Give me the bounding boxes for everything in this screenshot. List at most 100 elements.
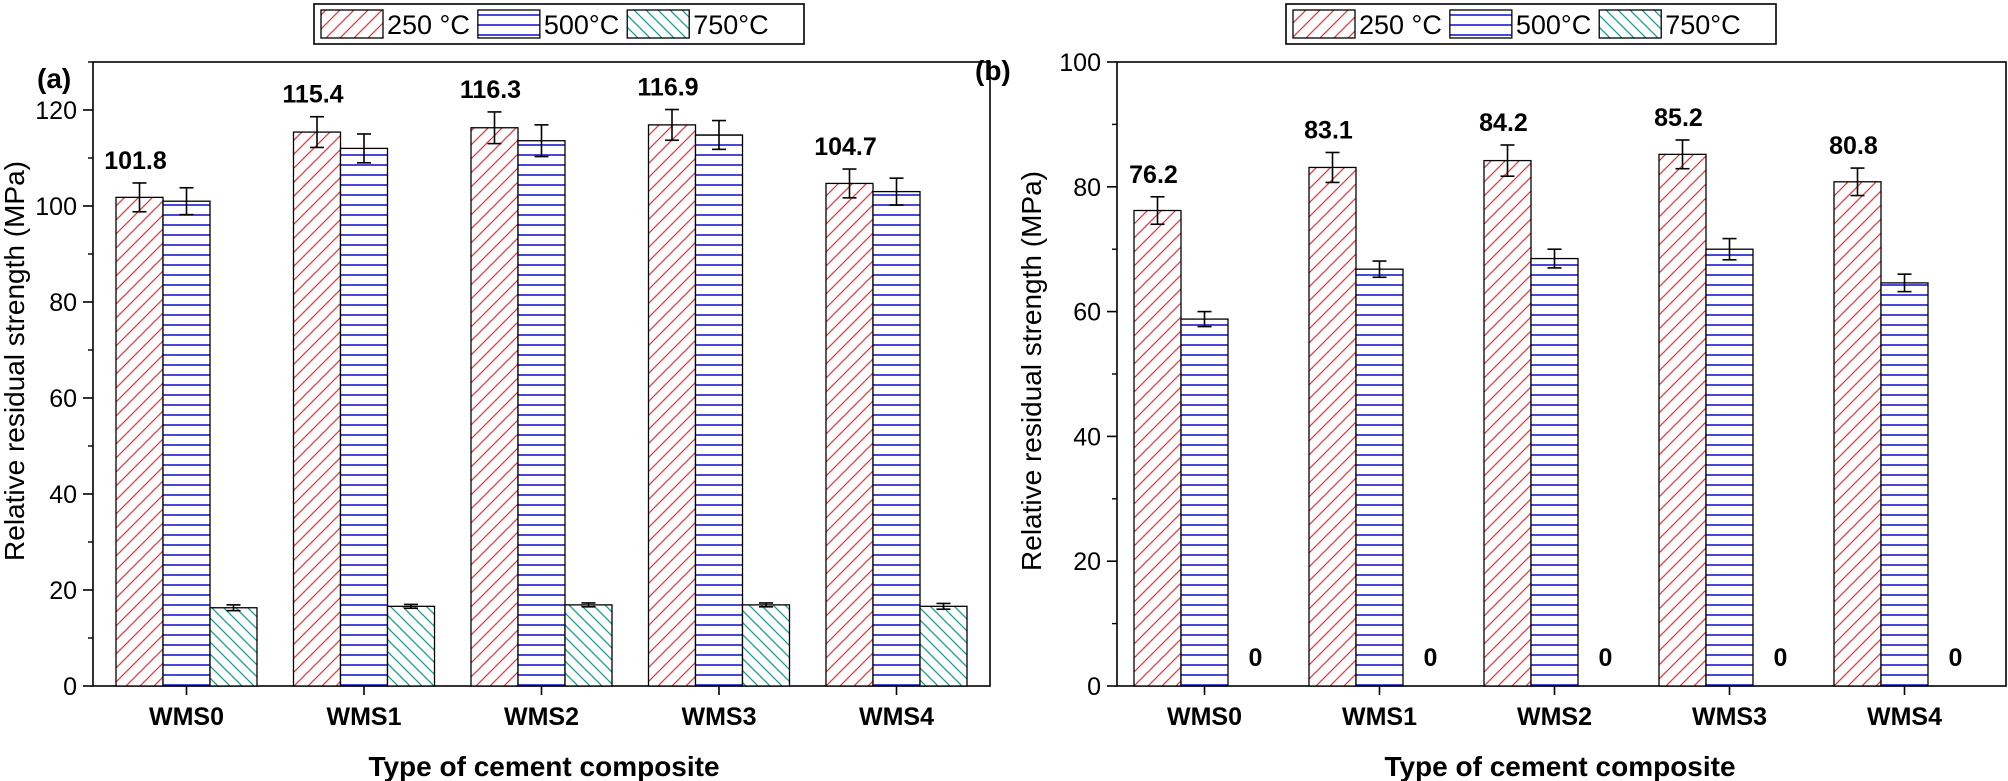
- legend-swatch-750: [1598, 9, 1662, 39]
- error-bar-500-wms2: [1547, 248, 1562, 269]
- y-tick-label: 100: [1059, 49, 1101, 77]
- x-tick-label: WMS1: [327, 703, 402, 731]
- data-label: 80.8: [1829, 132, 1878, 160]
- zero-label: 0: [1949, 644, 1963, 672]
- legend-label-750: 750°C: [1665, 10, 1740, 40]
- legend-swatch-250: [1292, 9, 1356, 39]
- legend-b: 250 °C 500°C 750°C: [1285, 3, 1777, 45]
- legend-a: 250 °C 500°C 750°C: [313, 3, 805, 45]
- error-bar-500-wms4: [889, 177, 904, 206]
- error-bar-750-wms4: [936, 602, 951, 611]
- bar-500-wms4: [872, 190, 921, 687]
- bar-750-wms0: [209, 607, 258, 687]
- y-tick-label: 20: [1073, 548, 1101, 576]
- error-bar-500-wms0: [1197, 310, 1212, 328]
- data-label: 101.8: [104, 147, 167, 175]
- bar-500-wms2: [517, 140, 566, 687]
- x-axis-title-a: Type of cement composite: [368, 751, 719, 781]
- x-tick-label: WMS3: [1692, 703, 1767, 731]
- x-axis-b: WMS0 WMS1 WMS2 WMS3 WMS4: [1167, 686, 1942, 731]
- error-bar-500-wms1: [357, 133, 371, 164]
- error-bar-250-wms3: [1675, 139, 1690, 170]
- bars-a: [115, 124, 968, 687]
- bar-500-wms0: [1180, 318, 1229, 687]
- data-label: 84.2: [1479, 109, 1528, 137]
- y-tick-label: 80: [49, 289, 77, 317]
- data-labels-b: 76.2 0 83.1 0 84.2 0 85.2 0 80.8 0: [1129, 104, 1962, 672]
- bar-500-wms1: [1355, 268, 1404, 687]
- x-tick-label: WMS2: [1517, 703, 1592, 731]
- bar-500-wms0: [162, 200, 211, 687]
- error-bars-a: [132, 108, 951, 612]
- bar-250-wms2: [1483, 159, 1532, 687]
- error-bar-250-wms1: [310, 115, 324, 149]
- x-tick-label: WMS4: [1867, 703, 1942, 731]
- error-bars-b: [1150, 139, 1912, 328]
- bar-500-wms1: [339, 147, 389, 687]
- bar-250-wms0: [115, 196, 164, 687]
- legend-label-250: 250 °C: [387, 10, 470, 40]
- y-tick-label: 40: [1073, 423, 1101, 451]
- data-label: 85.2: [1654, 104, 1703, 132]
- legend-swatch-250: [320, 9, 384, 39]
- y-axis-b: 0 20 40 60 80 100: [1059, 49, 2007, 701]
- bar-500-wms3: [1705, 248, 1754, 687]
- data-label: 116.3: [460, 76, 521, 104]
- error-bar-250-wms4: [1850, 167, 1865, 197]
- bar-250-wms1: [292, 131, 342, 687]
- error-bar-500-wms4: [1897, 273, 1912, 293]
- bar-250-wms3: [1658, 153, 1707, 687]
- x-axis-a: WMS0 WMS1 WMS2 WMS3 WMS4: [149, 686, 934, 731]
- error-bar-250-wms2: [487, 111, 502, 145]
- error-bar-250-wms3: [665, 108, 679, 142]
- panel-a: 250 °C 500°C 750°C (a) 0 20 40 60 80 100 120 WMS…: [0, 3, 991, 781]
- x-tick-label: WMS4: [859, 703, 934, 731]
- panel-label-b: (b): [975, 55, 1011, 86]
- y-tick-label: 120: [35, 97, 77, 125]
- bar-250-wms4: [825, 182, 874, 687]
- legend-swatch-500: [1449, 9, 1513, 39]
- bar-750-wms2: [564, 604, 613, 687]
- error-bar-250-wms1: [1325, 151, 1340, 184]
- error-bar-500-wms3: [1722, 237, 1737, 261]
- y-axis-title-b: Relative residual strength (MPa): [1016, 171, 1047, 571]
- legend-label-500: 500°C: [544, 10, 619, 40]
- data-label: 104.7: [814, 133, 877, 161]
- y-tick-label: 20: [49, 577, 77, 605]
- bar-500-wms2: [1530, 257, 1579, 687]
- legend-box-b: [1285, 3, 1777, 45]
- legend-box-a: [313, 3, 805, 45]
- bar-500-wms3: [694, 134, 744, 687]
- error-bar-500-wms2: [534, 124, 549, 158]
- x-axis-title-b: Type of cement composite: [1384, 751, 1735, 781]
- x-tick-label: WMS1: [1342, 703, 1417, 731]
- legend-label-750: 750°C: [693, 10, 768, 40]
- bar-250-wms1: [1308, 166, 1357, 687]
- zero-label: 0: [1599, 644, 1613, 672]
- legend-label-250: 250 °C: [1359, 10, 1442, 40]
- bar-250-wms3: [647, 124, 697, 687]
- legend-swatch-500: [477, 9, 541, 39]
- zero-label: 0: [1249, 644, 1263, 672]
- bar-250-wms2: [470, 127, 519, 687]
- error-bar-250-wms2: [1500, 144, 1515, 177]
- data-labels-a: 101.8 115.4 116.3 116.9 104.7: [104, 74, 877, 175]
- bar-250-wms4: [1833, 181, 1882, 687]
- bar-750-wms4: [919, 605, 968, 687]
- error-bar-250-wms0: [132, 182, 147, 213]
- error-bar-750-wms0: [226, 604, 241, 612]
- y-axis-title-a: Relative residual strength (MPa): [0, 161, 30, 561]
- y-tick-label: 100: [35, 193, 77, 221]
- bar-250-wms0: [1133, 209, 1182, 687]
- legend-label-500: 500°C: [1516, 10, 1591, 40]
- error-bar-750-wms3: [759, 602, 773, 608]
- error-bar-500-wms1: [1372, 260, 1387, 279]
- x-tick-label: WMS3: [682, 703, 757, 731]
- y-tick-label: 0: [63, 673, 77, 701]
- bar-750-wms3: [741, 604, 791, 687]
- y-tick-label: 60: [1073, 299, 1101, 327]
- error-bar-750-wms2: [581, 602, 596, 608]
- data-label: 83.1: [1304, 116, 1353, 144]
